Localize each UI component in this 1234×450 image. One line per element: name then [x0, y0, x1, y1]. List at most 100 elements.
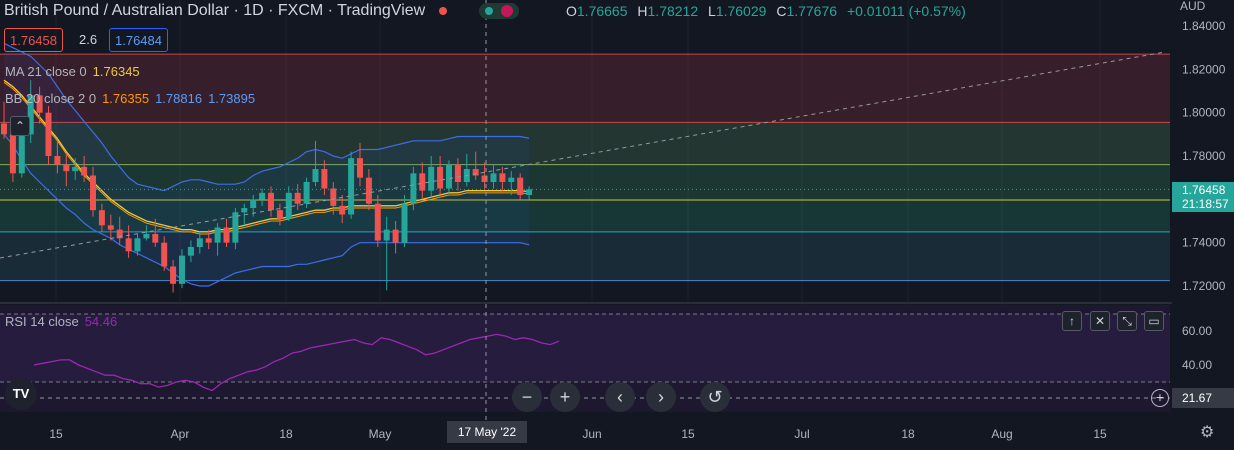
bollinger-lower-line	[3, 133, 530, 287]
bb-lower-value: 1.73895	[208, 91, 256, 106]
high-label: H	[637, 3, 648, 19]
candle-body	[392, 229, 399, 243]
candle-body	[152, 234, 159, 243]
zoom-in-button[interactable]: +	[550, 382, 580, 412]
candle-body	[36, 95, 43, 113]
candle-body	[179, 255, 185, 284]
time-tick-label: Aug	[991, 427, 1012, 441]
low-value: 1.76029	[715, 3, 767, 19]
add-alert-icon[interactable]: +	[1151, 389, 1169, 407]
ma-legend[interactable]: MA 21 close 0 1.76345	[5, 64, 146, 79]
candle-body	[54, 156, 61, 165]
status-dot-icon	[485, 7, 494, 15]
candle-body	[205, 238, 212, 243]
candle-body	[241, 208, 248, 213]
change-value: +0.01011 (+0.57%)	[846, 3, 966, 19]
zoom-out-button[interactable]: −	[512, 382, 542, 412]
spread-value: 2.6	[79, 32, 98, 47]
last-price-value: 1.76458	[1182, 183, 1226, 197]
candle-body	[419, 173, 426, 191]
rsi-pane	[0, 305, 1170, 412]
candle-body	[1, 123, 7, 135]
candle-body	[401, 203, 408, 243]
bollinger-upper-line	[3, 42, 530, 192]
close-value: 1.77676	[786, 3, 838, 19]
currency-label: AUD	[1180, 0, 1206, 13]
high-value: 1.78212	[647, 3, 699, 19]
candle-body	[116, 229, 123, 239]
candle-body	[312, 169, 319, 182]
candle-body	[517, 177, 524, 195]
candle-body	[410, 173, 417, 204]
settings-gear-icon[interactable]: ⚙	[1200, 424, 1215, 441]
time-tick-label: 18	[901, 427, 915, 441]
price-tick-label: 1.80000	[1182, 106, 1226, 120]
scroll-right-button[interactable]: ›	[646, 382, 676, 412]
time-tick-label: 15	[49, 427, 63, 441]
time-tick-label: Apr	[171, 427, 190, 441]
reset-chart-button[interactable]: ↺	[700, 382, 730, 412]
candle-body	[72, 166, 79, 172]
bb-basis-value: 1.76355	[102, 91, 150, 106]
trend-line	[0, 51, 1166, 259]
candle-body	[330, 188, 337, 206]
candle-body	[107, 225, 114, 230]
candle-body	[18, 134, 25, 174]
candle-body	[321, 169, 328, 189]
candle-body	[383, 229, 390, 241]
sell-price-box[interactable]: 1.76458	[4, 28, 63, 52]
scroll-left-button[interactable]: ‹	[605, 382, 635, 412]
price-tick-label: 1.84000	[1182, 19, 1226, 33]
rsi-band	[0, 314, 1170, 382]
time-tick-label: 15	[681, 427, 695, 441]
candle-body	[490, 173, 497, 182]
status-toggle[interactable]	[479, 3, 520, 19]
candle-body	[481, 175, 488, 182]
time-tick-label: 15	[1093, 427, 1107, 441]
ma-label: MA 21 close 0	[5, 64, 87, 79]
candle-body	[45, 112, 52, 156]
candle-body	[170, 266, 177, 284]
rsi-tick-label: 60.00	[1182, 324, 1212, 338]
candle-body	[81, 166, 88, 176]
bb-upper-value: 1.78816	[155, 91, 203, 106]
candle-body	[143, 234, 150, 239]
overlay	[0, 0, 1170, 420]
collapse-legend-button[interactable]: ⌃	[10, 116, 30, 136]
candle-body	[90, 175, 96, 211]
buy-price-box[interactable]: 1.76484	[109, 28, 168, 52]
pane-maximize-button[interactable]: ▭	[1144, 311, 1164, 331]
pane-close-button[interactable]: ✕	[1090, 311, 1110, 331]
bb-legend[interactable]: BB 20 close 2 0 1.76355 1.78816 1.73895	[5, 91, 261, 106]
tradingview-logo-icon[interactable]: TV	[5, 378, 37, 410]
alert-dot-icon[interactable]	[439, 7, 448, 15]
pane-move-up-button[interactable]: ↑	[1062, 311, 1082, 331]
ohlc-readout: O1.76665 H1.78212 L1.76029 C1.77676 +0.0…	[566, 3, 966, 19]
time-tick-label: May	[369, 427, 392, 441]
time-tick-label: 18	[279, 427, 293, 441]
candle-body	[499, 173, 506, 182]
candle-body	[276, 210, 283, 219]
symbol-header: British Pound / Australian Dollar · 1D ·…	[4, 0, 520, 22]
symbol-title: British Pound / Australian Dollar · 1D ·…	[4, 2, 426, 19]
low-label: L	[708, 3, 716, 19]
candle-body	[125, 238, 132, 252]
candle-body	[446, 164, 452, 189]
candle-body	[27, 95, 34, 135]
rsi-line	[33, 333, 560, 392]
fib-band	[0, 164, 1170, 200]
rsi-legend[interactable]: RSI 14 close 54.46	[5, 314, 123, 329]
rsi-label: RSI 14 close	[5, 314, 79, 329]
price-tick-label: 1.72000	[1182, 279, 1226, 293]
pane-collapse-button[interactable]: ⤡	[1117, 311, 1137, 331]
candle-body	[285, 192, 292, 219]
candle-body	[294, 192, 301, 204]
price-tick-label: 1.78000	[1182, 149, 1226, 163]
candle-body	[161, 242, 168, 267]
open-value: 1.76665	[576, 3, 628, 19]
candle-body	[214, 227, 221, 243]
candle-body	[508, 177, 515, 182]
